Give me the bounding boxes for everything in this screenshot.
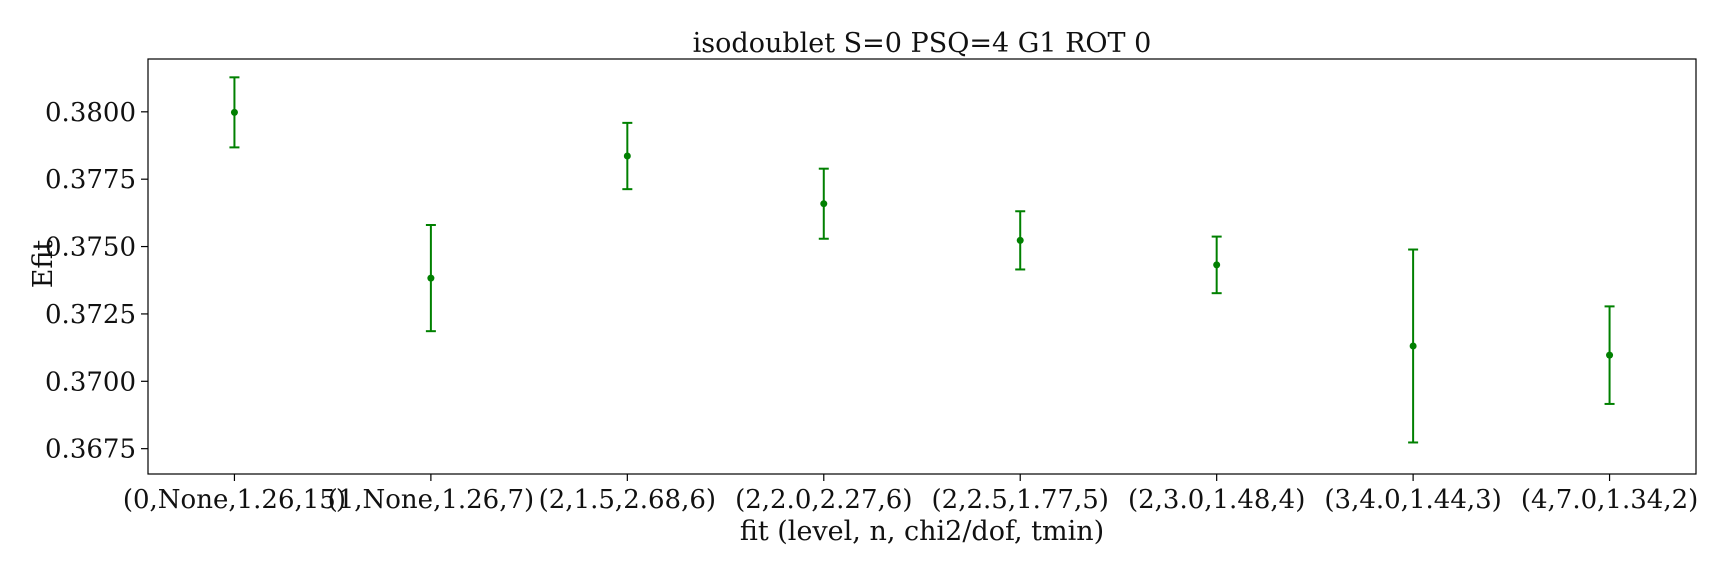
error-bar-point (818, 167, 829, 240)
data-point (1213, 261, 1221, 269)
x-tick-label: (2,3.0,1.48,4) (1128, 485, 1305, 515)
error-bar-point (1211, 235, 1222, 295)
error-bar-point (622, 121, 633, 191)
x-tick-label: (1,None,1.26,7) (328, 485, 535, 515)
data-point (1409, 342, 1417, 350)
error-bar-point (1604, 305, 1615, 405)
y-axis: 0.3675 0.3700 0.3725 0.3750 0.3775 0.3800 (45, 98, 148, 465)
y-tick-label: 0.3775 (45, 165, 136, 195)
error-bar-point (229, 76, 240, 149)
y-tick-label: 0.3750 (45, 233, 136, 263)
chart-title: isodoublet S=0 PSQ=4 G1 ROT 0 (693, 28, 1152, 59)
data-point (427, 274, 435, 282)
data-points (229, 76, 1615, 444)
data-point (1016, 236, 1024, 244)
data-point (230, 108, 238, 116)
y-axis-label: Efit (28, 240, 59, 289)
y-tick-label: 0.3800 (45, 98, 136, 128)
y-tick-label: 0.3725 (45, 300, 136, 330)
x-tick-label: (0,None,1.26,15) (123, 485, 346, 515)
data-point (1606, 351, 1614, 359)
x-tick-label: (4,7.0,1.34,2) (1521, 485, 1698, 515)
y-tick-label: 0.3675 (45, 435, 136, 465)
x-tick-label: (2,2.0,2.27,6) (735, 485, 912, 515)
y-tick-label: 0.3700 (45, 367, 136, 397)
data-point (820, 200, 828, 208)
x-tick-label: (2,1.5,2.68,6) (539, 485, 716, 515)
x-axis: (0,None,1.26,15)(1,None,1.26,7) (2,1.5,2.… (123, 474, 1698, 515)
error-bar-point (1408, 248, 1419, 444)
error-bar-point (1015, 210, 1026, 271)
x-tick-label: (2,2.5,1.77,5) (932, 485, 1109, 515)
x-tick-label: (3,4.0,1.44,3) (1324, 485, 1501, 515)
data-point (623, 152, 631, 160)
error-bar-point (425, 224, 436, 333)
x-axis-label: fit (level, n, chi2/dof, tmin) (740, 516, 1104, 547)
plot-frame (147, 58, 1697, 475)
